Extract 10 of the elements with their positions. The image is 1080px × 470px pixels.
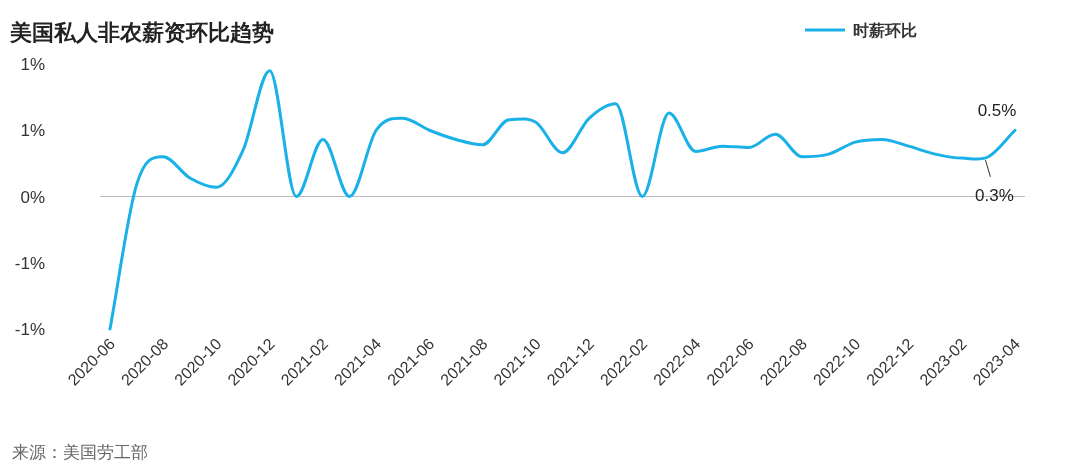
data-label: 0.3% (975, 185, 1014, 205)
y-tick-label: -1% (14, 320, 45, 339)
y-tick-label: 1% (20, 55, 45, 74)
y-tick-label: 1% (20, 121, 45, 141)
chart-title: 美国私人非农薪资环比趋势 (9, 20, 274, 45)
source-note: 来源：美国劳工部 (12, 443, 148, 462)
legend-label: 时薪环比 (853, 22, 917, 39)
data-label: 0.5% (977, 101, 1017, 121)
y-tick-label: -1% (14, 253, 45, 273)
y-tick-label: 0% (20, 187, 45, 207)
